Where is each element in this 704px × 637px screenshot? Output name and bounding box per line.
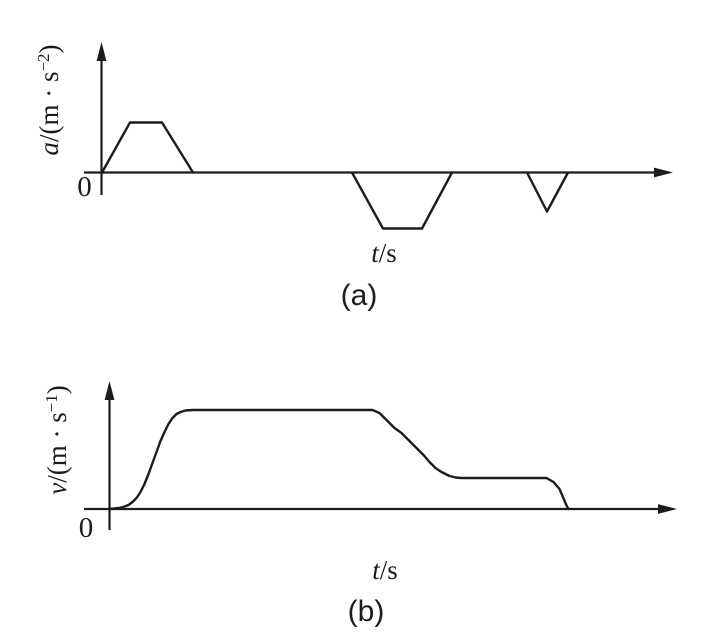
x-axis-arrow-icon bbox=[654, 167, 673, 178]
y-axis-arrow-icon bbox=[104, 381, 115, 400]
caption-a: (a) bbox=[341, 279, 378, 312]
y-axis-arrow-icon bbox=[96, 42, 107, 61]
y-axis-label: a/(m · s−2) bbox=[34, 44, 64, 155]
caption-b: (b) bbox=[348, 595, 385, 628]
velocity-time-graph: 0 v/(m · s−1) t/s (b) bbox=[42, 381, 677, 628]
x-axis-label: t/s bbox=[371, 238, 397, 268]
x-axis-arrow-icon bbox=[658, 504, 677, 514]
x-axis-label: t/s bbox=[372, 555, 398, 585]
velocity-curve bbox=[108, 408, 570, 511]
origin-label: 0 bbox=[77, 171, 92, 203]
acceleration-time-graph: 0 a/(m · s−2) t/s (a) bbox=[34, 42, 673, 312]
origin-label: 0 bbox=[79, 512, 94, 544]
acceleration-curve bbox=[100, 121, 570, 230]
y-axis-label: v/(m · s−1) bbox=[42, 385, 72, 495]
